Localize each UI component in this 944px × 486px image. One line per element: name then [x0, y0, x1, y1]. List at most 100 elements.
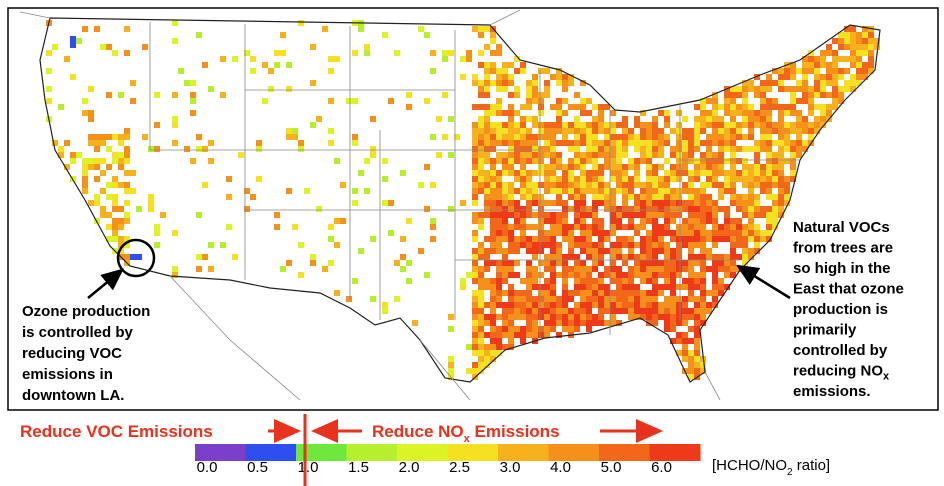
ratio-cell: [64, 164, 70, 170]
ratio-cell: [148, 206, 154, 212]
ratio-cell: [844, 38, 850, 44]
ratio-cell: [682, 140, 688, 146]
ratio-cell: [358, 170, 364, 176]
ratio-cell: [628, 314, 634, 320]
ratio-cell: [436, 152, 442, 158]
ratio-cell: [514, 212, 520, 218]
ratio-cell: [442, 56, 448, 62]
ratio-cell: [490, 302, 496, 308]
ratio-cell: [694, 296, 700, 302]
ratio-cell: [700, 212, 706, 218]
ratio-cell: [700, 128, 706, 134]
ratio-cell: [640, 152, 646, 158]
ratio-cell: [544, 164, 550, 170]
ratio-cell: [772, 98, 778, 104]
ratio-cell: [730, 248, 736, 254]
ratio-cell: [472, 326, 478, 332]
ratio-cell: [328, 260, 334, 266]
ratio-cell: [844, 26, 850, 32]
ratio-cell: [484, 182, 490, 188]
ratio-cell: [562, 326, 568, 332]
ratio-cell: [640, 200, 646, 206]
ratio-cell: [706, 122, 712, 128]
ratio-cell: [850, 32, 856, 38]
ratio-cell: [496, 104, 502, 110]
ratio-cell: [802, 80, 808, 86]
ratio-cell: [640, 314, 646, 320]
ratio-cell: [46, 50, 52, 56]
ratio-cell: [310, 44, 316, 50]
ratio-cell: [472, 188, 478, 194]
ratio-cell: [502, 74, 508, 80]
ratio-cell: [634, 266, 640, 272]
ratio-cell: [622, 200, 628, 206]
ratio-cell: [490, 164, 496, 170]
ratio-cell: [712, 254, 718, 260]
ratio-cell: [802, 98, 808, 104]
ratio-cell: [718, 170, 724, 176]
ratio-cell: [472, 296, 478, 302]
ratio-cell: [532, 194, 538, 200]
ratio-cell: [628, 212, 634, 218]
ratio-cell: [556, 260, 562, 266]
ratio-cell: [172, 140, 178, 146]
ratio-cell: [520, 134, 526, 140]
ratio-cell: [82, 182, 88, 188]
ratio-cell: [496, 188, 502, 194]
ratio-cell: [586, 230, 592, 236]
ratio-cell: [106, 44, 112, 50]
ratio-cell: [556, 314, 562, 320]
ratio-cell: [586, 146, 592, 152]
ratio-cell: [88, 116, 94, 122]
ratio-cell: [790, 158, 796, 164]
colorbar-tick-label: 0.0: [197, 459, 218, 476]
ratio-cell: [490, 194, 496, 200]
ratio-cell: [514, 56, 520, 62]
ratio-cell: [652, 152, 658, 158]
ratio-cell: [496, 44, 502, 50]
ratio-cell: [694, 158, 700, 164]
ratio-cell: [562, 134, 568, 140]
ratio-cell: [556, 308, 562, 314]
ratio-cell: [352, 140, 358, 146]
ratio-cell: [106, 212, 112, 218]
ratio-cell: [502, 254, 508, 260]
ratio-cell: [814, 86, 820, 92]
ratio-cell: [604, 164, 610, 170]
ratio-cell: [76, 38, 82, 44]
ratio-cell: [448, 314, 454, 320]
ratio-cell: [850, 50, 856, 56]
ratio-cell: [616, 134, 622, 140]
ratio-cell: [592, 242, 598, 248]
ratio-cell: [568, 122, 574, 128]
ratio-cell: [598, 116, 604, 122]
ratio-cell: [496, 68, 502, 74]
ratio-cell: [598, 218, 604, 224]
ratio-cell: [676, 254, 682, 260]
ratio-cell: [370, 296, 376, 302]
ratio-cell: [88, 110, 94, 116]
ratio-cell: [574, 272, 580, 278]
ratio-cell: [676, 134, 682, 140]
ratio-cell: [550, 308, 556, 314]
ratio-cell: [784, 86, 790, 92]
ratio-cell: [328, 140, 334, 146]
ratio-cell: [778, 116, 784, 122]
ratio-cell: [592, 116, 598, 122]
ratio-cell: [490, 158, 496, 164]
ratio-cell: [652, 194, 658, 200]
ratio-cell: [244, 50, 250, 56]
ratio-cell: [730, 110, 736, 116]
ratio-cell: [454, 134, 460, 140]
ratio-cell: [406, 92, 412, 98]
ratio-cell: [796, 86, 802, 92]
ratio-cell: [838, 32, 844, 38]
ratio-cell: [544, 170, 550, 176]
ratio-cell: [496, 86, 502, 92]
ratio-cell: [580, 302, 586, 308]
ratio-cell: [778, 170, 784, 176]
ratio-cell: [496, 128, 502, 134]
ratio-cell: [550, 182, 556, 188]
ratio-cell: [610, 128, 616, 134]
ratio-cell: [700, 104, 706, 110]
